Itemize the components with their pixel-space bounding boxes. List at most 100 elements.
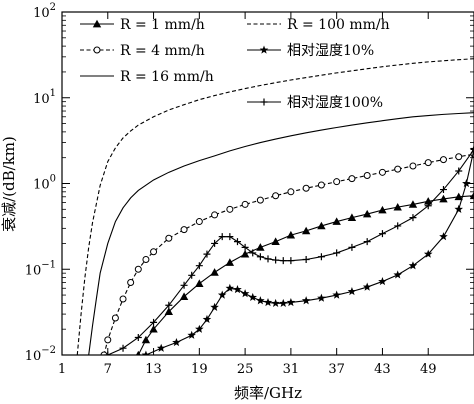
y-tick-label: 10−2 [25,345,56,364]
circle-marker [424,159,432,167]
plus-marker [188,271,196,279]
legend-label: R = 4 mm/h [120,43,205,59]
plus-marker [195,262,203,270]
plus-marker [394,222,402,230]
series-0 [135,191,474,355]
plus-marker [363,238,371,246]
star-marker [187,330,196,339]
x-tick-label: 7 [104,362,112,377]
circle-marker [348,175,356,183]
plus-marker [317,253,325,261]
star-marker [423,249,433,258]
star-marker [259,45,269,54]
plus-marker [264,255,272,263]
triangle-marker [286,230,296,239]
y-tick-label: 101 [33,88,56,107]
star-marker [233,285,242,294]
series-line [145,149,474,355]
star-marker [362,282,372,291]
triangle-marker [179,292,189,300]
legend-label: R = 1 mm/h [120,17,205,33]
triangle-marker [164,307,174,316]
star-marker [439,232,448,241]
triangle-marker [332,217,341,225]
legend-label: 相对湿度10% [287,43,374,59]
x-tick-label: 31 [283,362,300,377]
plus-marker [439,186,447,194]
circle-marker [394,165,402,173]
triangle-marker [210,268,219,276]
circle-marker [333,178,341,186]
plus-marker [302,255,310,263]
triangle-marker [469,191,474,200]
star-marker [195,324,204,333]
star-marker [248,292,258,302]
star-marker [278,298,288,308]
circle-marker [287,188,295,196]
circle-marker [150,248,158,256]
circle-marker [127,279,135,287]
legend-entry: 相对湿度10% [247,43,374,59]
star-marker [141,350,151,355]
triangle-marker [141,335,151,344]
circle-marker [180,226,188,234]
triangle-marker [92,19,102,28]
circle-marker [142,255,150,263]
y-tick-base: 10 [33,178,50,193]
series-3 [76,58,474,355]
y-tick-exponent: 1 [50,88,56,99]
legend: R = 1 mm/h R = 100 mm/h R = 4 mm/h 相对湿度10% R… [80,17,390,111]
y-axis-title: 衰减/(dB/km) [0,136,18,232]
legend-label: R = 100 mm/h [287,17,390,33]
y-tick-exponent: 0 [50,174,56,185]
x-tick-label: 37 [328,362,345,377]
plus-marker [226,233,234,241]
triangle-marker [256,243,265,251]
star-marker [256,296,265,305]
y-tick-base: 10 [25,263,42,278]
series-line [107,149,474,355]
circle-marker [241,200,249,208]
plus-marker [180,281,188,289]
plus-marker [203,250,211,258]
star-marker [263,297,273,307]
plus-marker [272,256,280,264]
plus-marker [256,253,264,261]
x-tick-label: 13 [145,362,162,377]
circle-marker [378,168,386,176]
star-marker [347,287,357,296]
star-marker [271,298,280,308]
legend-label: R = 16 mm/h [120,69,214,85]
triangle-marker [362,209,372,218]
circle-marker [195,218,203,226]
star-marker [393,270,402,279]
triangle-marker [347,213,357,221]
x-tick-label: 49 [420,362,437,377]
triangle-marker [439,194,448,203]
series-layer [76,58,474,355]
plus-marker [424,202,432,210]
circle-marker [302,184,310,192]
legend-entry: R = 100 mm/h [247,17,390,33]
circle-marker [211,211,219,219]
triangle-marker [408,200,418,208]
plus-marker [233,238,241,246]
star-marker [332,290,341,299]
star-marker [317,293,326,302]
circle-marker [93,46,101,54]
triangle-marker [393,202,402,211]
plus-marker [211,239,219,247]
y-tick-base: 10 [33,6,50,21]
star-marker [301,296,311,305]
circle-marker [134,265,142,273]
triangle-marker [378,205,387,214]
series-line [88,112,474,355]
plus-marker [165,301,173,309]
legend-label: 相对湿度100% [287,95,383,111]
circle-marker [165,234,173,242]
circle-marker [104,336,112,344]
star-marker [225,283,235,292]
y-tick-exponent: −2 [41,345,56,356]
